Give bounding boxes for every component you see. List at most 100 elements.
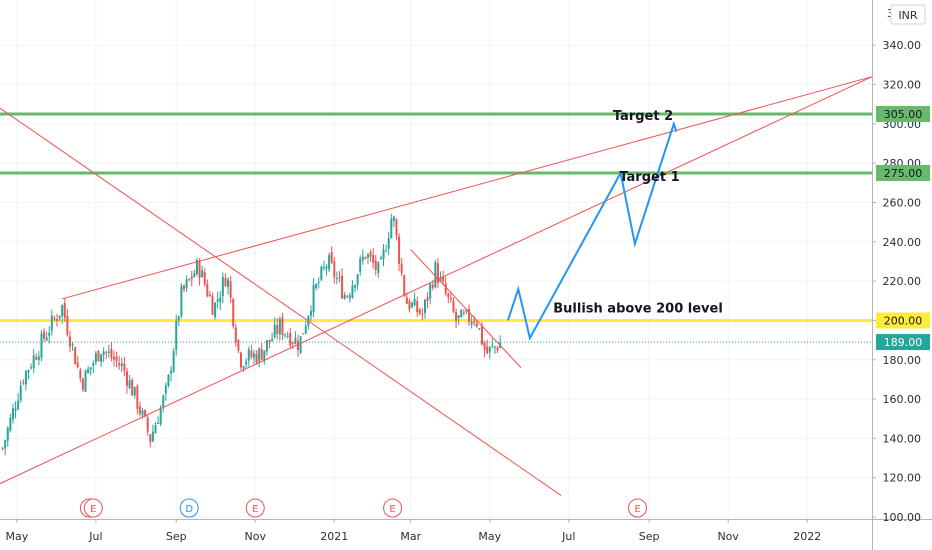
candle xyxy=(48,325,51,344)
candle-body xyxy=(162,396,165,408)
candle-body xyxy=(317,282,320,284)
candle xyxy=(167,374,170,388)
candle-body xyxy=(478,328,481,330)
x-tick-label: May xyxy=(5,530,28,543)
event-marker-label: E xyxy=(90,504,96,515)
candle xyxy=(203,268,206,287)
level-lines-layer xyxy=(0,112,872,343)
candle xyxy=(37,351,40,366)
candle-body xyxy=(260,349,263,360)
candle-body xyxy=(364,256,367,259)
candle xyxy=(221,272,224,304)
event-marker-circle xyxy=(245,498,265,518)
annotation-label: Target 1 xyxy=(619,170,679,185)
candle xyxy=(309,305,312,321)
candle xyxy=(416,296,419,317)
candle-body xyxy=(304,325,307,334)
candle xyxy=(125,367,128,394)
x-tick-label: Mar xyxy=(400,530,421,543)
candle xyxy=(273,317,276,339)
candle-body xyxy=(40,333,43,358)
candle-body xyxy=(201,270,204,278)
candle xyxy=(411,301,414,309)
candle xyxy=(330,246,333,265)
candle xyxy=(486,339,489,355)
candle-body xyxy=(400,263,403,274)
candle-body xyxy=(11,408,14,420)
candle-body xyxy=(369,252,372,257)
candle xyxy=(278,316,281,341)
candle-body xyxy=(271,338,274,341)
trend-line xyxy=(0,76,873,485)
candle xyxy=(361,249,364,265)
candle-body xyxy=(219,297,222,303)
candle xyxy=(491,338,494,349)
candle-body xyxy=(94,353,97,363)
candle xyxy=(395,217,398,241)
candle xyxy=(162,394,165,413)
candle xyxy=(193,269,196,278)
candle xyxy=(6,425,9,447)
candle xyxy=(9,413,12,433)
candle-body xyxy=(214,302,217,318)
candle xyxy=(177,315,180,327)
price-labels-layer: 305.00 275.00 200.00 189.00 xyxy=(876,106,930,351)
candle xyxy=(297,334,300,357)
candle-body xyxy=(457,315,460,319)
candle-body xyxy=(79,369,82,379)
candle-body xyxy=(232,298,235,327)
event-marker-label: E xyxy=(634,504,640,515)
event-marker: E xyxy=(383,498,403,518)
candle xyxy=(22,379,25,386)
candle-body xyxy=(418,309,421,314)
candle xyxy=(79,367,82,383)
candle xyxy=(374,254,377,276)
candle xyxy=(276,318,279,340)
candle xyxy=(478,327,481,331)
candle-body xyxy=(284,334,287,336)
x-tick-label: May xyxy=(478,530,501,543)
candle xyxy=(180,283,183,319)
candle xyxy=(263,350,266,365)
candle-body xyxy=(480,325,483,345)
candle-body xyxy=(255,353,258,363)
candle xyxy=(211,292,214,315)
candle xyxy=(97,350,100,362)
candle-body xyxy=(294,337,297,344)
candle xyxy=(239,351,242,371)
candle xyxy=(242,365,245,372)
annotation-label: Target 2 xyxy=(613,109,673,124)
candle-body xyxy=(309,310,312,316)
candle-body xyxy=(460,310,463,318)
candle xyxy=(110,341,113,362)
candle xyxy=(224,273,227,287)
candle-body xyxy=(423,299,426,314)
candle-body xyxy=(53,318,56,320)
candle-body xyxy=(66,316,69,335)
candle xyxy=(379,255,382,260)
candle xyxy=(245,357,248,369)
candle-body xyxy=(159,407,162,425)
candle-body xyxy=(118,363,121,366)
candle xyxy=(182,284,185,293)
candle xyxy=(24,369,27,391)
candle xyxy=(354,284,357,293)
candle-body xyxy=(431,284,434,288)
candle-body xyxy=(221,277,224,297)
candle xyxy=(291,340,294,349)
candle-body xyxy=(14,408,17,411)
candle-body xyxy=(449,297,452,300)
candle-body xyxy=(242,366,245,369)
y-tick-label: 340.00 xyxy=(883,39,922,52)
candle-body xyxy=(113,356,116,360)
candle xyxy=(136,384,139,415)
candle xyxy=(408,298,411,313)
candle xyxy=(348,292,351,303)
candle-body xyxy=(239,352,242,368)
candle-body xyxy=(291,342,294,344)
candle xyxy=(214,302,217,320)
candle-body xyxy=(273,324,276,337)
candle-body xyxy=(444,283,447,294)
candle-body xyxy=(366,254,369,258)
candle-body xyxy=(465,309,468,312)
